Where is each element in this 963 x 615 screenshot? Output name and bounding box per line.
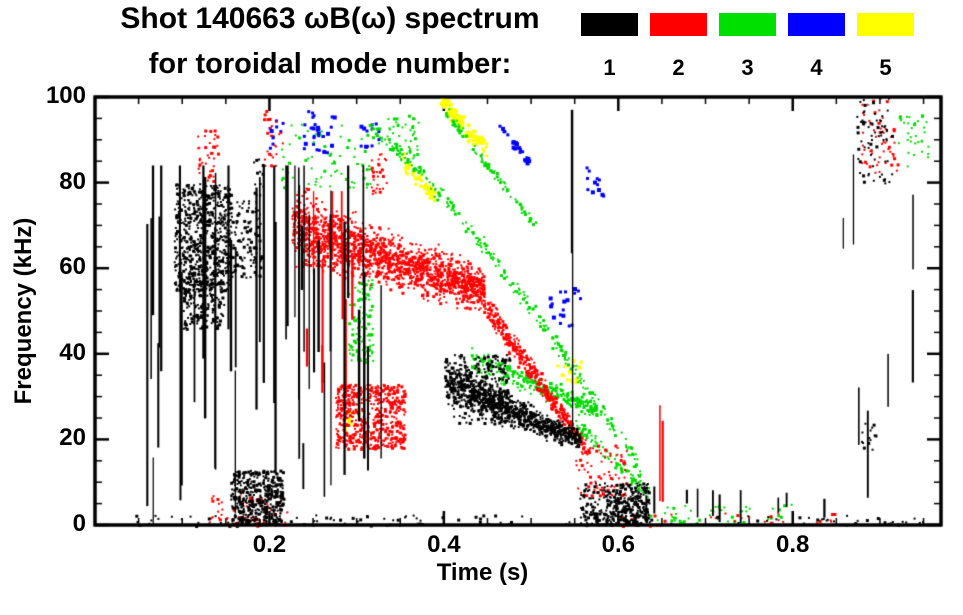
y-tick-label: 100	[45, 82, 86, 109]
y-axis-label: Frequency (kHz)	[10, 217, 37, 405]
legend-mode-number-4: 4	[810, 55, 823, 80]
y-tick-label: 40	[59, 338, 86, 366]
legend-swatches	[581, 13, 914, 36]
y-tick-label: 60	[59, 253, 86, 281]
x-tick-label: 0.2	[252, 531, 287, 558]
x-tick-label: 0.6	[601, 531, 635, 558]
chart-title: Shot 140663 ωB(ω) spectrum	[120, 2, 540, 35]
legend-mode-numbers: 1 2 3 4 5	[581, 55, 914, 81]
legend-swatch-mode-3	[719, 13, 776, 36]
y-tick-label: 20	[59, 424, 86, 452]
x-tick-label: 0.8	[776, 531, 810, 558]
legend-swatch-mode-1	[581, 13, 638, 36]
x-axis-label: Time (s)	[436, 559, 529, 586]
legend-swatch-mode-4	[788, 13, 845, 36]
legend-mode-number-1: 1	[603, 55, 616, 80]
legend-mode-number-5: 5	[879, 55, 892, 80]
y-tick-label: 0	[72, 510, 86, 537]
x-tick-label: 0.4	[427, 531, 461, 558]
y-tick-label: 80	[59, 167, 86, 195]
legend-mode-number-2: 2	[672, 55, 685, 80]
chart-subtitle: for toroidal mode number:	[148, 48, 512, 80]
legend-swatch-mode-5	[857, 13, 914, 36]
legend-mode-number-3: 3	[741, 55, 754, 80]
legend-swatch-mode-2	[650, 13, 707, 36]
